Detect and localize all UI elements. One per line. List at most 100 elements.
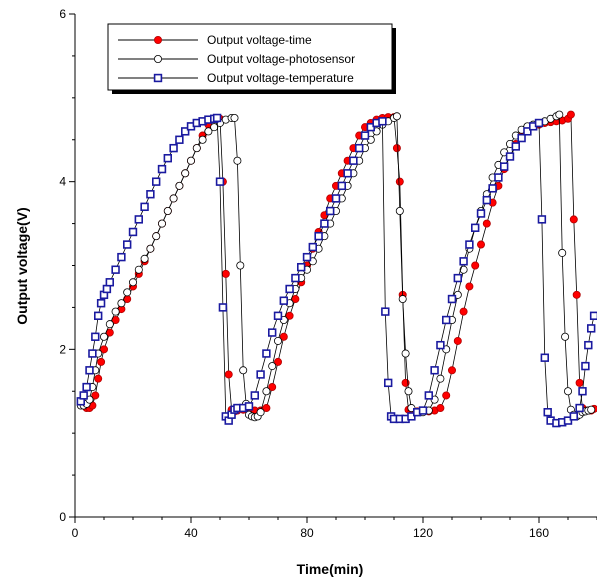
data-point: [117, 252, 126, 262]
data-point: [564, 387, 573, 396]
data-point: [534, 118, 544, 128]
data-point: [268, 383, 277, 392]
data-point: [279, 296, 288, 305]
data-point: [175, 181, 184, 190]
data-point: [354, 143, 364, 153]
data-point: [88, 349, 97, 358]
series-2: [76, 110, 596, 422]
data-point: [392, 144, 401, 153]
data-point: [523, 127, 532, 136]
series-layer: [76, 110, 597, 428]
data-point: [105, 320, 114, 329]
data-point: [181, 127, 190, 136]
data-point: [256, 370, 265, 379]
data-point: [543, 408, 552, 417]
data-point: [482, 195, 491, 205]
data-point: [494, 173, 503, 182]
data-point: [505, 152, 515, 161]
data-point: [218, 303, 228, 312]
data-point: [134, 265, 143, 274]
x-tick-label: 160: [529, 526, 549, 540]
data-point: [569, 215, 578, 224]
data-point: [459, 257, 468, 266]
data-point: [378, 117, 387, 126]
series-1: [79, 110, 597, 416]
data-point: [337, 181, 346, 191]
data-point: [447, 294, 457, 304]
data-point: [267, 328, 277, 337]
data-point: [204, 127, 213, 136]
data-point: [152, 232, 161, 241]
data-point: [79, 391, 88, 400]
legend-label: Output voltage-photosensor: [207, 52, 355, 66]
data-point: [488, 184, 497, 193]
data-point: [157, 219, 166, 228]
data-point: [146, 244, 155, 253]
data-point: [140, 254, 149, 263]
data-point: [100, 332, 109, 341]
legend-marker: [153, 73, 163, 83]
data-point: [558, 248, 567, 257]
data-point: [128, 278, 137, 287]
data-point: [169, 143, 178, 153]
data-point: [561, 332, 570, 341]
data-point: [273, 311, 283, 320]
series-line: [83, 113, 595, 412]
legend: Output voltage-time Output voltage-photos…: [107, 23, 396, 94]
data-point: [111, 307, 120, 316]
data-point: [169, 194, 178, 203]
data-point: [97, 357, 106, 366]
data-point: [134, 215, 143, 224]
data-point: [459, 307, 468, 316]
data-point: [94, 374, 103, 383]
series-3: [76, 113, 597, 428]
data-point: [146, 190, 155, 199]
data-point: [395, 207, 404, 216]
data-point: [578, 387, 587, 396]
data-point: [343, 169, 352, 178]
data-point: [175, 135, 184, 144]
data-point: [404, 387, 413, 396]
data-point: [471, 261, 480, 270]
data-point: [262, 404, 271, 413]
y-tick-label: 2: [59, 342, 66, 356]
data-point: [85, 366, 94, 375]
data-point: [91, 332, 100, 341]
x-tick-label: 80: [300, 526, 314, 540]
data-point: [157, 164, 167, 174]
legend-label: Output voltage-time: [207, 33, 312, 47]
data-point: [441, 315, 451, 325]
data-point: [511, 142, 521, 151]
data-point: [105, 278, 115, 287]
y-axis-title: Output voltage(V): [14, 207, 30, 324]
data-point: [381, 307, 390, 316]
data-point: [268, 362, 277, 371]
data-point: [96, 299, 106, 308]
y-tick-label: 4: [59, 175, 66, 189]
data-point: [349, 156, 358, 165]
data-point: [436, 374, 445, 383]
data-point: [418, 406, 428, 415]
x-tick-label: 120: [413, 526, 433, 540]
data-point: [262, 387, 271, 396]
data-point: [465, 282, 474, 291]
data-point: [398, 295, 407, 304]
data-point: [314, 231, 323, 241]
data-point: [102, 284, 112, 294]
data-point: [540, 353, 550, 362]
data-point: [250, 391, 259, 400]
data-point: [273, 336, 282, 345]
y-tick-label: 0: [59, 510, 66, 524]
data-point: [230, 113, 239, 122]
data-point: [100, 345, 109, 354]
x-axis-title: Time(min): [297, 561, 364, 577]
data-point: [192, 144, 201, 153]
data-point: [291, 273, 300, 283]
data-point: [575, 403, 584, 413]
data-point: [581, 361, 590, 371]
data-point: [262, 349, 271, 358]
data-point: [302, 252, 312, 262]
y-tick-label: 6: [59, 7, 66, 21]
data-point: [236, 261, 245, 270]
